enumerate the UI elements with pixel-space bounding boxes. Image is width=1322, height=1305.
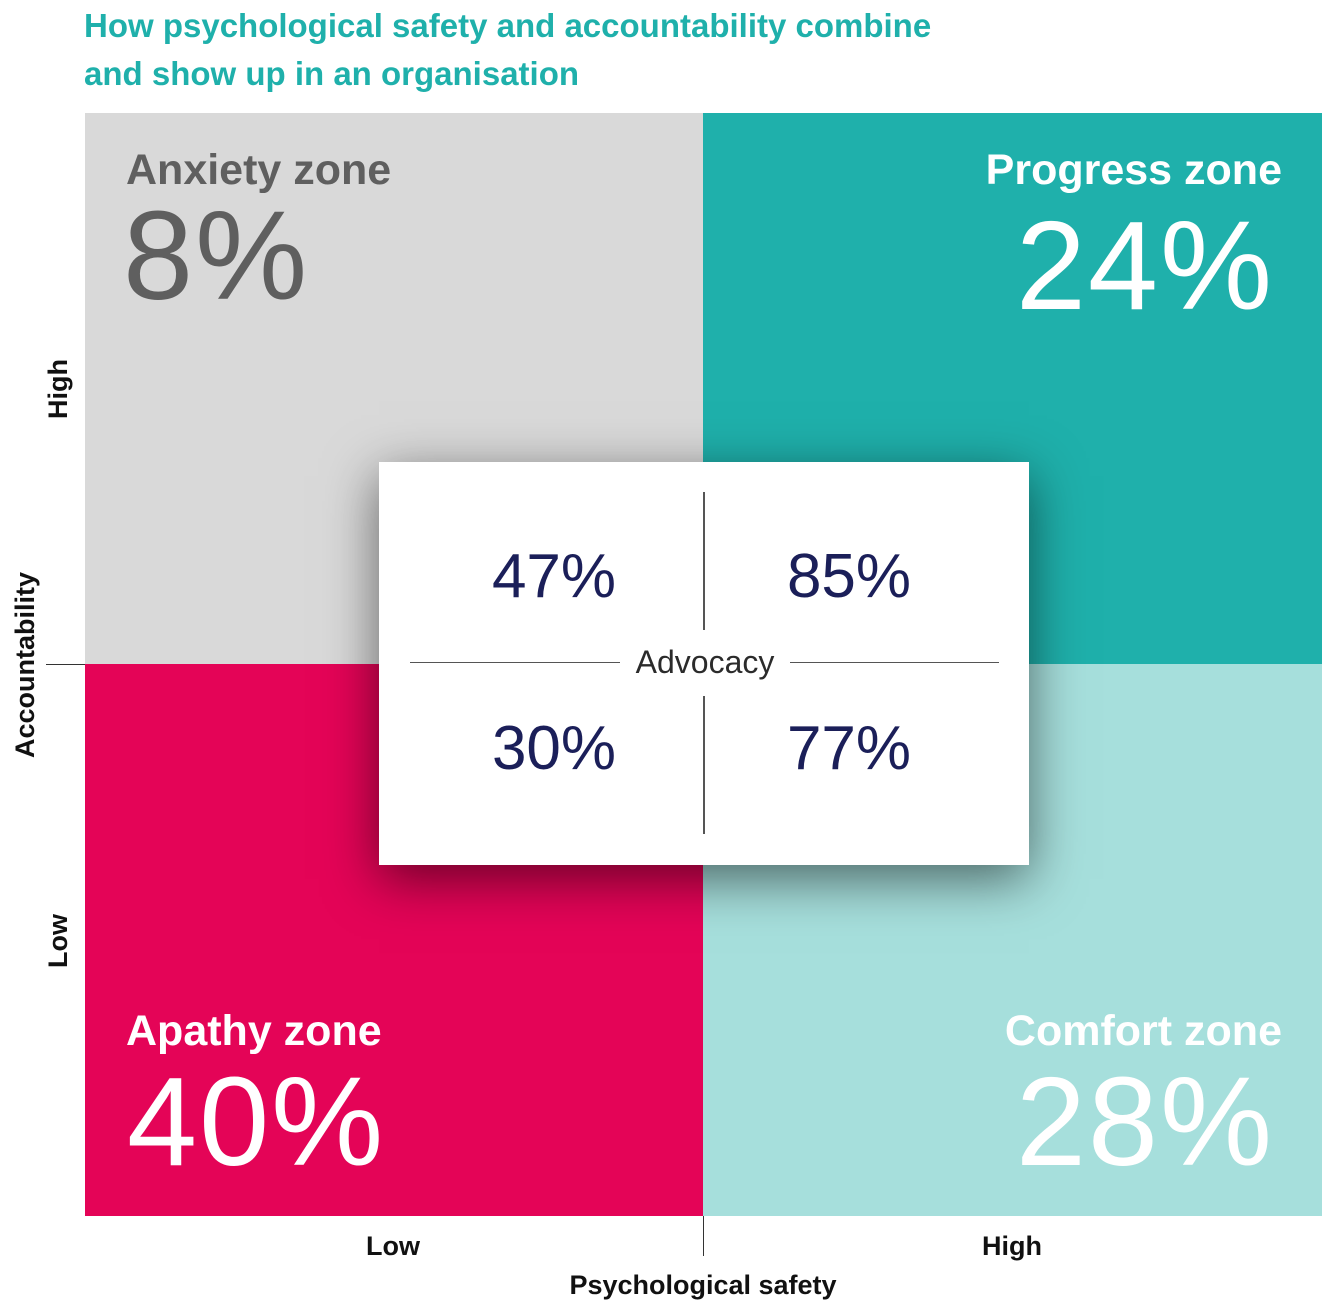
x-axis-high-label: High: [982, 1231, 1042, 1261]
y-axis-label: Accountability: [10, 571, 40, 759]
advocacy-divider-vertical-bottom: [703, 696, 705, 834]
diagram-title: How psychological safety and accountabil…: [84, 7, 932, 92]
advocacy-panel: Advocacy 47% 85% 30% 77%: [379, 462, 1029, 865]
advocacy-value-apathy: 30%: [491, 714, 617, 783]
advocacy-value-progress: 85%: [786, 542, 912, 611]
comfort-zone-name: Comfort zone: [1004, 1007, 1282, 1055]
apathy-zone-name: Apathy zone: [126, 1007, 382, 1055]
advocacy-divider-horizontal-right: [790, 662, 999, 663]
y-axis-midpoint-tick: [46, 664, 85, 665]
progress-zone-value: 24%: [1015, 195, 1274, 336]
x-axis-midpoint-tick: [703, 1216, 704, 1256]
anxiety-zone-name: Anxiety zone: [126, 146, 392, 194]
progress-zone-name: Progress zone: [985, 146, 1282, 194]
advocacy-divider-vertical-top: [703, 492, 705, 630]
x-axis-label: Psychological safety: [569, 1270, 837, 1300]
anxiety-zone-value: 8%: [123, 185, 310, 326]
x-axis-low-label: Low: [366, 1231, 420, 1261]
advocacy-value-comfort: 77%: [786, 714, 912, 783]
advocacy-label: Advocacy: [635, 644, 775, 680]
y-axis-high-label: High: [43, 359, 73, 419]
comfort-zone-value: 28%: [1015, 1051, 1274, 1192]
apathy-zone-value: 40%: [127, 1051, 386, 1192]
advocacy-value-anxiety: 47%: [491, 542, 617, 611]
advocacy-divider-horizontal-left: [410, 662, 620, 663]
y-axis-low-label: Low: [43, 914, 73, 968]
